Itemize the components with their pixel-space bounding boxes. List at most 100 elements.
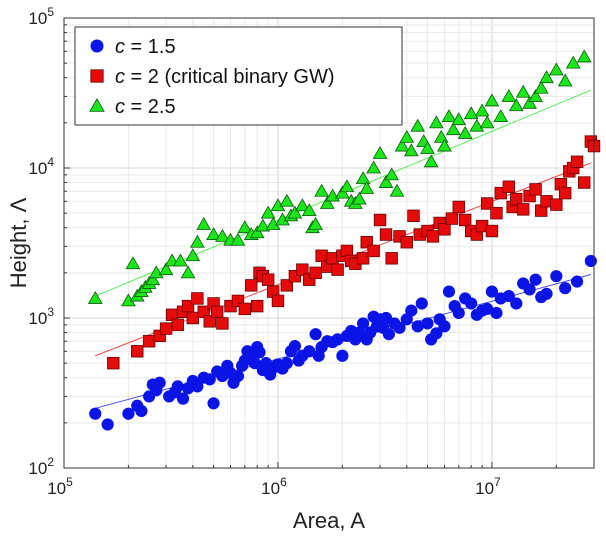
data-point xyxy=(385,252,398,265)
data-point xyxy=(185,248,201,262)
legend-marker xyxy=(90,39,104,53)
data-point xyxy=(510,192,523,206)
data-point xyxy=(469,118,485,132)
data-point xyxy=(153,376,166,389)
plot-frame xyxy=(63,17,595,469)
data-point xyxy=(261,273,275,286)
data-point xyxy=(315,249,328,262)
data-point xyxy=(490,206,503,220)
data-point xyxy=(451,112,467,126)
data-point xyxy=(331,263,344,276)
data-point xyxy=(173,253,188,267)
x-axis-title: Area, A xyxy=(293,508,365,533)
data-point xyxy=(309,266,322,280)
data-point xyxy=(465,297,478,310)
data-point xyxy=(429,115,444,129)
data-point xyxy=(89,407,102,420)
data-point xyxy=(238,302,252,316)
data-point xyxy=(433,129,449,143)
data-point xyxy=(458,213,472,227)
data-point xyxy=(308,217,323,230)
data-point xyxy=(502,289,515,303)
data-point xyxy=(171,318,184,332)
legend-label: c = 2.5 xyxy=(115,96,176,118)
data-point xyxy=(485,224,499,238)
data-point xyxy=(287,205,303,219)
data-point xyxy=(125,256,141,270)
data-point xyxy=(373,213,387,227)
data-point xyxy=(191,380,204,393)
data-point xyxy=(441,109,457,123)
data-point xyxy=(426,230,440,243)
data-point xyxy=(565,55,581,69)
x-tick-label: 105 xyxy=(47,475,73,498)
data-point xyxy=(523,283,536,296)
legend-marker xyxy=(90,69,104,83)
data-point xyxy=(339,179,355,193)
data-point xyxy=(510,297,523,310)
data-point xyxy=(159,322,173,335)
data-point xyxy=(384,167,400,181)
data-point xyxy=(101,418,114,431)
legend-label: c = 2 (critical binary GW) xyxy=(115,66,334,88)
data-point xyxy=(393,321,406,334)
data-point xyxy=(410,118,426,132)
legend-marker xyxy=(89,98,105,112)
data-point xyxy=(215,228,230,242)
data-point xyxy=(203,315,216,328)
data-point xyxy=(558,186,572,200)
data-point xyxy=(490,306,503,320)
data-point xyxy=(407,209,420,223)
data-point xyxy=(570,155,584,168)
data-point xyxy=(180,265,196,279)
data-point xyxy=(437,138,452,152)
y-tick-label: 102 xyxy=(28,455,54,478)
data-point xyxy=(186,311,200,325)
data-point xyxy=(206,227,221,240)
data-point xyxy=(474,103,490,117)
legend: c = 1.5 c = 2 (critical binary GW) c = 2.5 xyxy=(74,26,403,126)
data-point xyxy=(135,404,148,418)
data-point xyxy=(452,200,465,214)
data-point xyxy=(479,115,495,129)
data-point xyxy=(452,306,465,320)
axis-ticks: 105 106 107 102 103 104 105 xyxy=(28,5,595,498)
data-point xyxy=(107,356,120,370)
y-tick-label: 105 xyxy=(28,5,54,28)
data-point xyxy=(493,109,509,123)
data-point xyxy=(576,49,592,63)
data-point xyxy=(484,93,500,107)
data-point xyxy=(522,95,537,109)
data-point xyxy=(359,181,375,194)
data-point xyxy=(255,218,271,232)
data-point xyxy=(279,193,295,207)
data-point xyxy=(570,275,584,288)
data-point xyxy=(122,407,135,420)
data-point xyxy=(253,346,266,359)
data-point xyxy=(249,225,265,239)
data-point xyxy=(288,339,301,353)
data-point xyxy=(351,191,367,205)
data-point xyxy=(280,279,294,292)
data-point xyxy=(294,198,310,212)
x-tick-label: 107 xyxy=(475,475,501,498)
data-point xyxy=(260,205,276,219)
data-point xyxy=(502,180,516,193)
data-point xyxy=(336,349,349,362)
data-point xyxy=(539,70,554,84)
data-point xyxy=(528,88,543,102)
data-point xyxy=(309,328,322,341)
data-point xyxy=(142,335,156,348)
data-point xyxy=(314,183,329,197)
data-point xyxy=(335,185,350,199)
data-point xyxy=(485,285,499,298)
data-point xyxy=(430,327,443,340)
data-point xyxy=(296,263,309,276)
data-point xyxy=(529,183,542,196)
data-point xyxy=(191,292,204,305)
data-point xyxy=(550,198,563,211)
data-point xyxy=(301,203,317,217)
data-point xyxy=(420,140,435,154)
data-point xyxy=(367,244,380,258)
